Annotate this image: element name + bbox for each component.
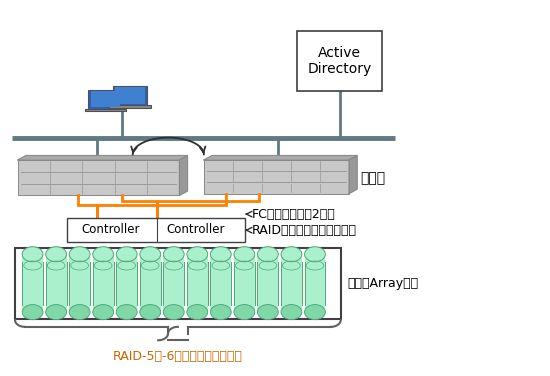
Ellipse shape [187,247,208,262]
Ellipse shape [234,247,255,262]
Bar [88,90,123,109]
Bar [85,109,126,112]
Bar [109,105,151,108]
Bar [211,254,231,312]
Ellipse shape [163,305,184,320]
Ellipse shape [305,247,326,262]
Ellipse shape [211,247,231,262]
Bar [305,254,326,312]
Ellipse shape [116,305,137,320]
Bar [91,91,120,107]
Bar [22,254,43,312]
Ellipse shape [22,247,43,262]
Bar [257,254,278,312]
Text: 外付けArray装置: 外付けArray装置 [347,277,419,290]
Ellipse shape [187,305,208,320]
Ellipse shape [163,247,184,262]
Polygon shape [204,156,357,160]
Bar [18,160,179,196]
Polygon shape [179,156,188,196]
Ellipse shape [281,305,302,320]
Ellipse shape [281,247,302,262]
Bar [116,87,145,103]
Ellipse shape [211,305,231,320]
Polygon shape [18,156,188,160]
Ellipse shape [257,305,278,320]
Ellipse shape [116,247,137,262]
Ellipse shape [93,305,113,320]
Text: Controller: Controller [167,223,225,236]
Bar [163,254,184,312]
Ellipse shape [22,305,43,320]
Text: サーバ: サーバ [360,172,385,186]
Bar [281,254,302,312]
Ellipse shape [257,247,278,262]
Ellipse shape [46,247,67,262]
Bar [67,218,245,242]
Ellipse shape [234,305,255,320]
Text: RAIDコントローラの２重化: RAIDコントローラの２重化 [252,224,357,237]
Bar [113,86,147,105]
Ellipse shape [305,305,326,320]
Bar [116,254,137,312]
Bar [93,254,113,312]
Polygon shape [349,156,357,194]
Text: FCチャンネルの2重化: FCチャンネルの2重化 [252,208,336,221]
Ellipse shape [69,305,90,320]
Bar [15,248,340,318]
Bar [297,31,382,91]
Bar [234,254,255,312]
Ellipse shape [93,247,113,262]
Text: RAID-5／-6の冗長化アレイ構成: RAID-5／-6の冗長化アレイ構成 [113,350,243,363]
Ellipse shape [140,305,161,320]
Text: Controller: Controller [81,223,140,236]
Ellipse shape [69,247,90,262]
Ellipse shape [46,305,67,320]
Text: Active
Directory: Active Directory [307,46,371,76]
Bar [69,254,90,312]
Bar [46,254,67,312]
Bar [187,254,208,312]
Bar [140,254,161,312]
Ellipse shape [140,247,161,262]
Bar [204,160,349,194]
